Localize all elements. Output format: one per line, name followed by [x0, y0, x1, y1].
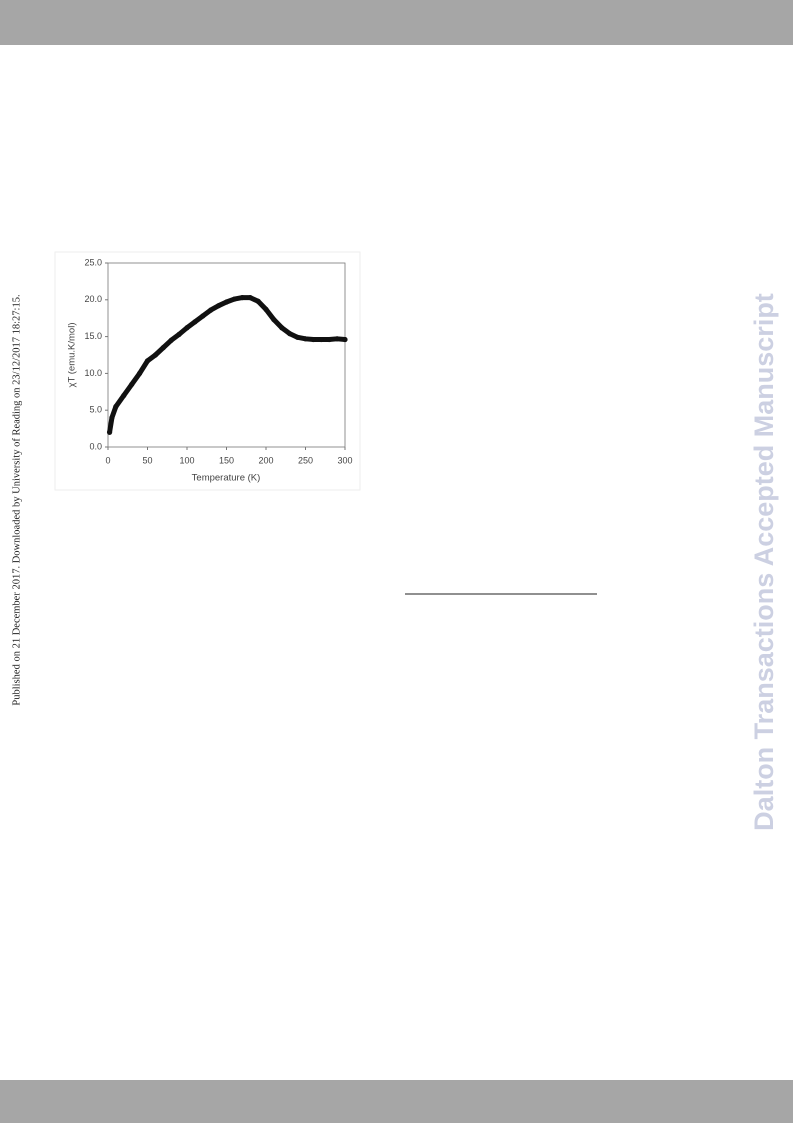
y-tick-label: 25.0	[84, 257, 102, 267]
data-point	[287, 331, 293, 337]
watermark: Dalton Transactions Accepted Manuscript	[749, 293, 779, 831]
data-point	[216, 303, 222, 309]
data-point	[334, 336, 340, 342]
data-point	[160, 345, 166, 351]
data-point	[263, 306, 269, 312]
y-tick-label: 0.0	[89, 441, 102, 451]
y-tick-label: 20.0	[84, 294, 102, 304]
x-tick-label: 50	[142, 455, 152, 465]
data-point	[176, 331, 182, 337]
x-tick-label: 200	[258, 455, 273, 465]
x-tick-label: 300	[337, 455, 352, 465]
data-point	[247, 294, 253, 301]
data-point	[144, 358, 151, 364]
x-tick-label: 150	[219, 455, 234, 465]
data-point	[255, 298, 261, 304]
y-tick-label: 5.0	[89, 405, 102, 415]
data-point	[271, 317, 277, 323]
data-point	[121, 392, 127, 399]
data-point	[109, 414, 115, 421]
data-point	[113, 403, 119, 410]
data-point	[137, 370, 143, 376]
footer-bar	[0, 1080, 793, 1123]
data-point	[342, 336, 348, 343]
header-bar	[0, 0, 793, 45]
data-point	[239, 294, 245, 301]
x-axis-label: Temperature (K)	[192, 473, 261, 484]
side-note: Published on 21 December 2017. Downloade…	[11, 294, 22, 705]
data-point	[326, 336, 332, 343]
data-point	[106, 429, 113, 435]
y-axis-label: χT (emu.K/mol)	[67, 323, 78, 388]
data-point	[318, 336, 324, 343]
y-tick-label: 10.0	[84, 368, 102, 378]
data-point	[129, 381, 135, 388]
x-tick-label: 100	[179, 455, 194, 465]
data-point	[168, 337, 174, 343]
data-point	[208, 307, 214, 313]
x-tick-label: 250	[298, 455, 313, 465]
data-point	[184, 325, 190, 331]
data-point	[295, 334, 301, 340]
y-tick-label: 15.0	[84, 331, 102, 341]
data-point	[152, 352, 158, 358]
data-point	[192, 319, 198, 325]
x-tick-label: 0	[105, 455, 110, 465]
data-point	[200, 313, 206, 319]
data-point	[302, 336, 309, 342]
chart-frame	[54, 251, 361, 491]
data-point	[310, 336, 316, 343]
data-point	[231, 296, 237, 302]
data-point	[223, 299, 230, 305]
data-point	[279, 325, 285, 331]
